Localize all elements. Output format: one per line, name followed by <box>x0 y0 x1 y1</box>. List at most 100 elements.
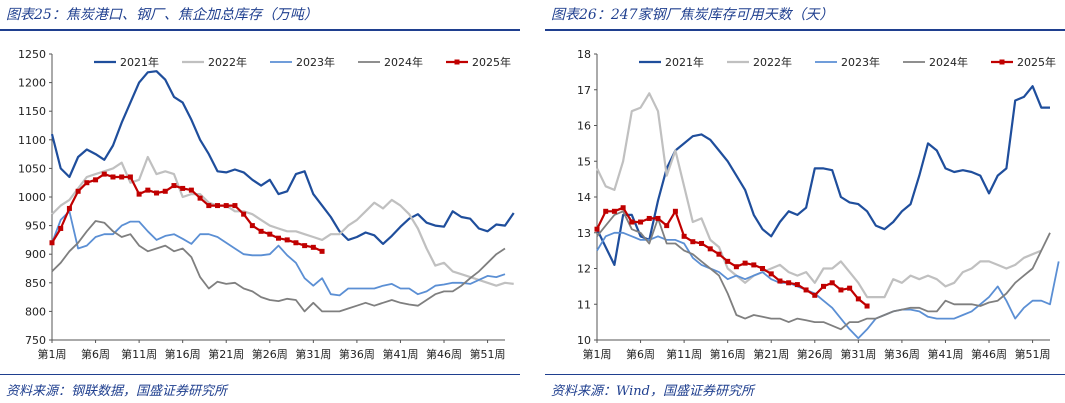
series-point <box>838 287 844 293</box>
y-tick-label: 11 <box>577 298 591 311</box>
series-line <box>596 210 1051 331</box>
x-tick-label: 第36周 <box>339 347 375 361</box>
series-0 <box>50 70 515 245</box>
y-tick-label: 900 <box>25 248 46 261</box>
x-tick-label: 第46周 <box>971 347 1007 361</box>
y-tick-label: 18 <box>577 48 591 61</box>
series-point <box>249 223 255 229</box>
series-point <box>847 285 853 291</box>
series-3 <box>51 220 506 313</box>
chart-plot-inventory-total: 750 800 850 900 950 1000 1050 1100 1150 1200 1250 第… <box>18 48 515 361</box>
legend-label: 2025年 <box>472 55 511 69</box>
series-point <box>821 283 826 289</box>
series-point <box>603 208 609 214</box>
x-tick-label: 第1周 <box>38 347 67 361</box>
series-point <box>611 208 617 214</box>
chart-title: 图表25：焦炭港口、钢厂、焦企加总库存（万吨） <box>6 7 318 23</box>
x-tick-label: 第16周 <box>710 347 746 361</box>
x-tick-label: 第16周 <box>165 347 201 361</box>
series-point <box>267 231 273 237</box>
series-point <box>197 195 203 201</box>
series-point <box>594 226 600 232</box>
series-point <box>638 219 644 225</box>
y-tick-label: 1150 <box>18 105 46 118</box>
series-point <box>180 185 186 191</box>
x-tick-label: 第36周 <box>884 347 920 361</box>
series-point <box>629 219 635 225</box>
series-point <box>101 171 107 177</box>
x-tick-label: 第21周 <box>753 347 789 361</box>
series-point <box>110 174 116 180</box>
series-point <box>768 271 774 277</box>
series-point <box>127 174 133 180</box>
x-tick-label: 第31周 <box>295 347 331 361</box>
x-tick-label: 第46周 <box>426 347 462 361</box>
series-point <box>646 215 652 221</box>
y-tick-label: 1100 <box>18 134 46 147</box>
title-rule <box>545 29 1065 31</box>
series-point <box>716 251 722 257</box>
series-point <box>699 240 705 246</box>
x-tick-label: 第11周 <box>666 347 702 361</box>
legend: 2021年 2022年 2023年 2024年 2025年 <box>639 55 1056 69</box>
y-tick-label: 1200 <box>18 77 46 90</box>
chart-source: 资料来源：Wind，国盛证券研究所 <box>551 384 754 399</box>
x-tick-label: 第26周 <box>797 347 833 361</box>
series-point <box>794 282 800 288</box>
series-point <box>777 278 783 284</box>
x-tick-label: 第11周 <box>121 347 157 361</box>
legend-label: 2024年 <box>929 55 968 69</box>
series-point <box>725 258 731 264</box>
legend-label: 2022年 <box>753 55 792 69</box>
y-tick-label: 12 <box>577 263 591 276</box>
series-point <box>75 188 81 194</box>
y-tick-label: 950 <box>25 220 46 233</box>
series-point <box>681 233 687 239</box>
series-point <box>276 235 281 241</box>
series-3 <box>596 210 1051 331</box>
series-point <box>672 208 678 214</box>
series-point <box>284 237 290 243</box>
x-tick-label: 第1周 <box>583 347 612 361</box>
series-point <box>232 203 238 209</box>
series-point <box>49 240 55 246</box>
x-tick-label: 第51周 <box>1015 347 1051 361</box>
series-2 <box>51 210 506 297</box>
series-point <box>319 248 325 254</box>
x-tick-label: 第21周 <box>208 347 244 361</box>
series-point <box>66 205 72 211</box>
series-1 <box>596 92 1042 299</box>
series-line <box>51 220 506 313</box>
y-tick-label: 800 <box>25 305 46 318</box>
series-point <box>241 211 247 217</box>
series-point <box>93 177 99 183</box>
x-tick-label: 第26周 <box>252 347 288 361</box>
x-tick-label: 第6周 <box>626 347 655 361</box>
series-point <box>829 280 835 286</box>
series-point <box>620 205 626 211</box>
series-4 <box>594 205 870 309</box>
legend-label: 2021年 <box>120 55 159 69</box>
series-point <box>154 190 160 196</box>
y-tick-label: 1000 <box>18 191 46 204</box>
legend-marker <box>999 59 1005 65</box>
chart-panel-inventory-total: 图表25：焦炭港口、钢厂、焦企加总库存（万吨） 750 800 850 900 950 1… <box>0 0 520 403</box>
series-point <box>171 183 177 189</box>
title-rule <box>0 29 520 31</box>
x-tick-label: 第6周 <box>81 347 110 361</box>
chart-source: 资料来源：钢联数据，国盛证券研究所 <box>6 384 228 399</box>
x-tick-label: 第41周 <box>382 347 418 361</box>
series-line <box>596 92 1042 299</box>
x-tick-label: 第41周 <box>927 347 963 361</box>
series-point <box>742 260 748 266</box>
x-tick-label: 第51周 <box>470 347 506 361</box>
legend-label: 2024年 <box>384 55 423 69</box>
series-point <box>664 223 670 229</box>
chart-title: 图表26：247家钢厂焦炭库存可用天数（天） <box>551 7 834 23</box>
series-line <box>51 210 506 297</box>
legend: 2021年 2022年 2023年 2024年 2025年 <box>94 55 511 69</box>
series-point <box>84 180 90 186</box>
series-point <box>310 244 316 250</box>
series-point <box>136 191 142 197</box>
series-point <box>690 239 696 245</box>
